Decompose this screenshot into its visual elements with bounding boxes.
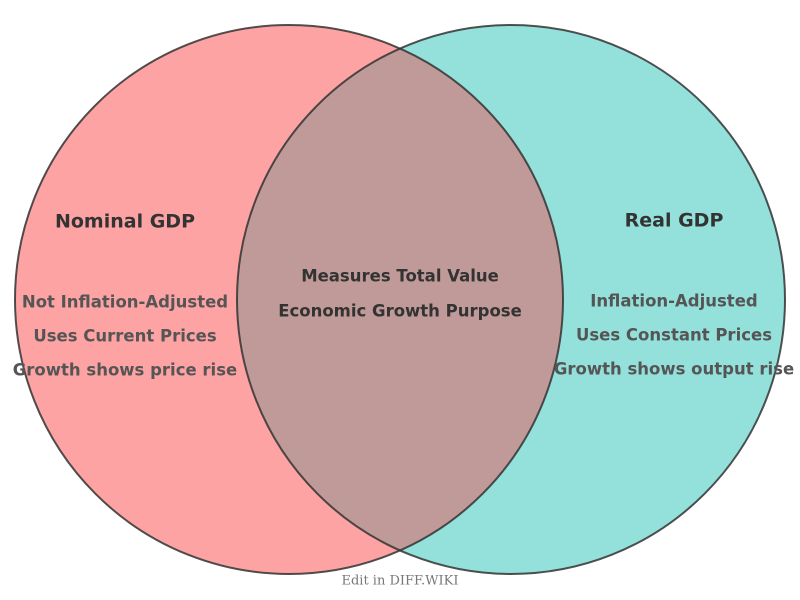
- right-item: Growth shows output rise: [554, 360, 794, 379]
- right-outline: [236, 24, 786, 575]
- left-title: Nominal GDP: [55, 211, 195, 233]
- right-title: Real GDP: [625, 210, 724, 232]
- overlap: [237, 25, 563, 574]
- left-item: Not Inflation-Adjusted: [22, 293, 228, 312]
- left-item: Growth shows price rise: [13, 361, 237, 380]
- right-item: Uses Constant Prices: [576, 326, 772, 345]
- shared-item: Economic Growth Purpose: [278, 302, 522, 321]
- shared-item: Measures Total Value: [301, 267, 499, 286]
- left-item: Uses Current Prices: [33, 327, 217, 346]
- left-outline: [14, 24, 564, 575]
- right-item: Inflation-Adjusted: [590, 292, 757, 311]
- footer[interactable]: Edit in DIFF.WIKI: [341, 574, 458, 589]
